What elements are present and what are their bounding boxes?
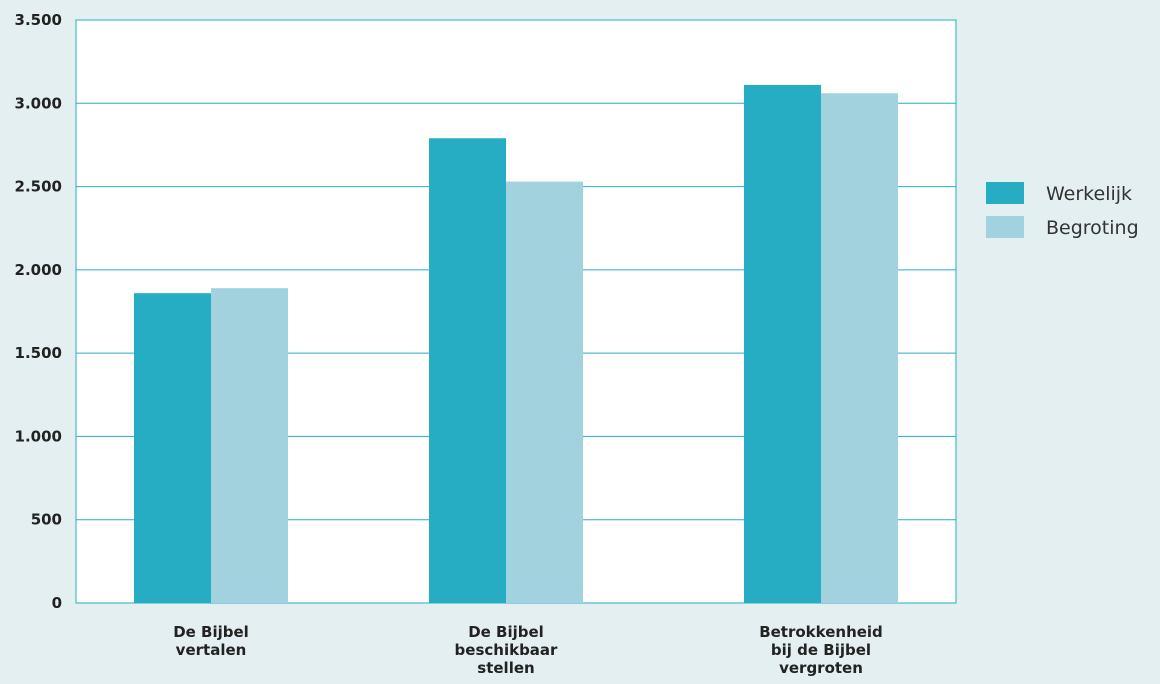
bars	[134, 84, 898, 603]
x-tick-label: De Bijbel beschikbaar stellen	[455, 623, 559, 677]
x-tick-label-line: beschikbaar	[455, 641, 559, 659]
bar-begroting	[821, 93, 898, 603]
y-tick-label: 0	[52, 594, 62, 612]
bar-werkelijk	[134, 293, 211, 603]
bar-werkelijk	[744, 84, 821, 603]
legend-swatch-begroting	[986, 216, 1024, 238]
x-tick-label-line: vertalen	[176, 641, 247, 659]
legend-swatch-werkelijk	[986, 182, 1024, 204]
bar-begroting	[211, 288, 288, 603]
y-tick-label: 2.000	[15, 261, 62, 279]
x-tick-label-line: bij de Bijbel	[771, 641, 871, 659]
x-tick-label: De Bijbel vertalen	[173, 623, 249, 659]
x-tick-label-line: De Bijbel	[173, 623, 249, 641]
y-tick-label: 2.500	[15, 178, 62, 196]
y-tick-label: 1.000	[15, 427, 62, 445]
y-tick-label: 500	[31, 511, 62, 529]
y-tick-label: 3.500	[15, 11, 62, 29]
bar-werkelijk	[429, 138, 506, 603]
y-tick-label: 3.000	[15, 94, 62, 112]
x-tick-label: Betrokkenheid bij de Bijbel vergroten	[759, 623, 883, 677]
y-axis: 0 500 1.000 1.500 2.000 2.500 3.000 3.500	[15, 11, 62, 612]
x-tick-label-line: Betrokkenheid	[759, 623, 883, 641]
legend-label-werkelijk: Werkelijk	[1046, 183, 1132, 205]
legend-label-begroting: Begroting	[1046, 217, 1139, 239]
x-tick-label-line: stellen	[477, 659, 534, 677]
legend: Werkelijk Begroting	[986, 182, 1139, 239]
bar-begroting	[506, 181, 583, 603]
x-tick-label-line: De Bijbel	[468, 623, 544, 641]
y-tick-label: 1.500	[15, 344, 62, 362]
x-tick-label-line: vergroten	[779, 659, 863, 677]
